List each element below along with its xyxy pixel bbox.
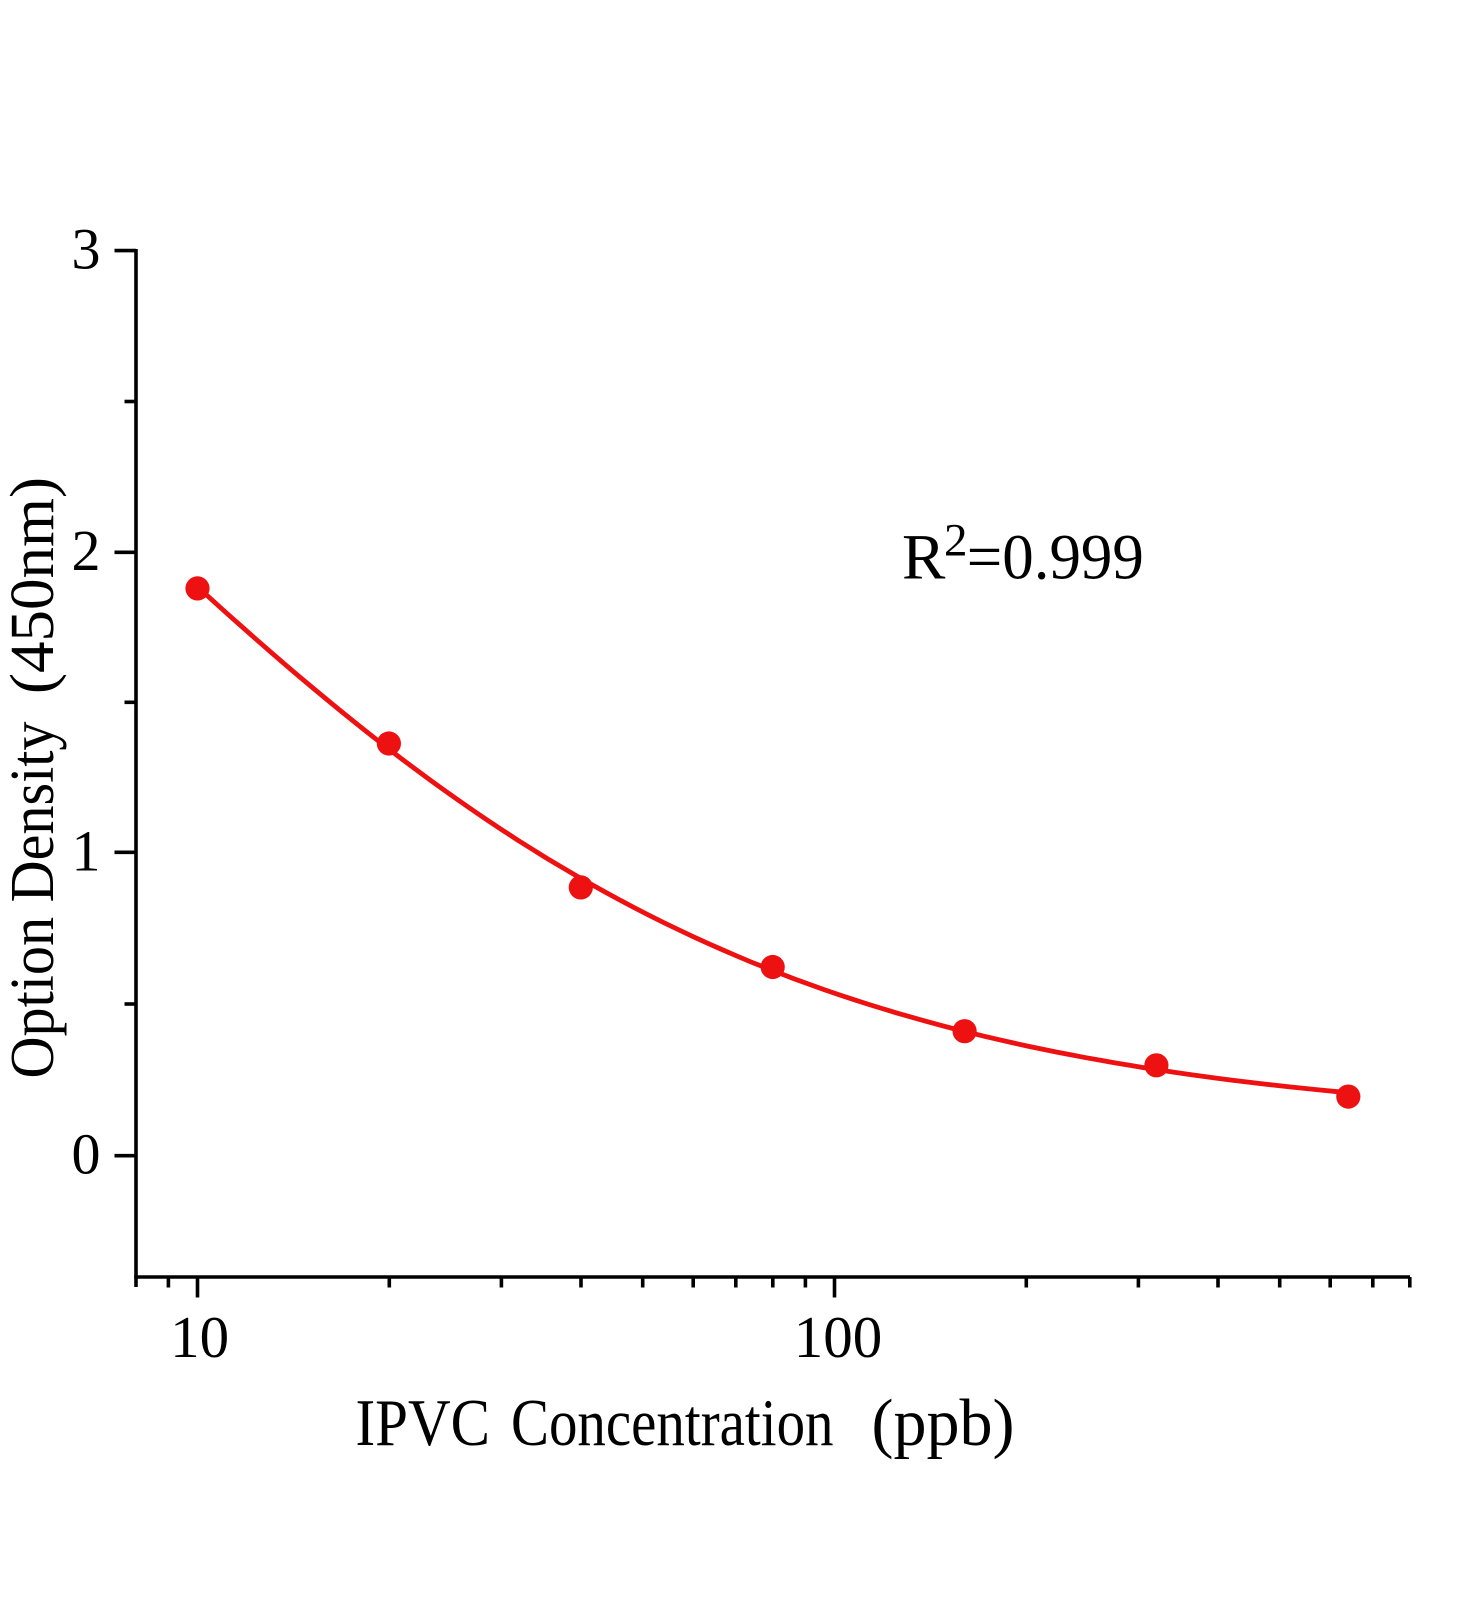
svg-text:100: 100 xyxy=(794,1304,883,1370)
svg-text:=0.999: =0.999 xyxy=(967,522,1144,594)
svg-text:R: R xyxy=(902,522,946,594)
svg-text:(ppb): (ppb) xyxy=(872,1386,1015,1460)
svg-text:(450nm): (450nm) xyxy=(0,477,67,694)
svg-text:3: 3 xyxy=(72,216,101,281)
svg-text:Option Density: Option Density xyxy=(0,722,67,1079)
svg-text:Concentration: Concentration xyxy=(511,1386,834,1460)
svg-text:IPVC: IPVC xyxy=(356,1386,491,1460)
svg-text:2: 2 xyxy=(944,514,968,566)
svg-text:10: 10 xyxy=(170,1304,229,1370)
svg-text:0: 0 xyxy=(72,1121,101,1186)
svg-text:2: 2 xyxy=(72,518,101,583)
svg-text:1: 1 xyxy=(72,818,101,883)
